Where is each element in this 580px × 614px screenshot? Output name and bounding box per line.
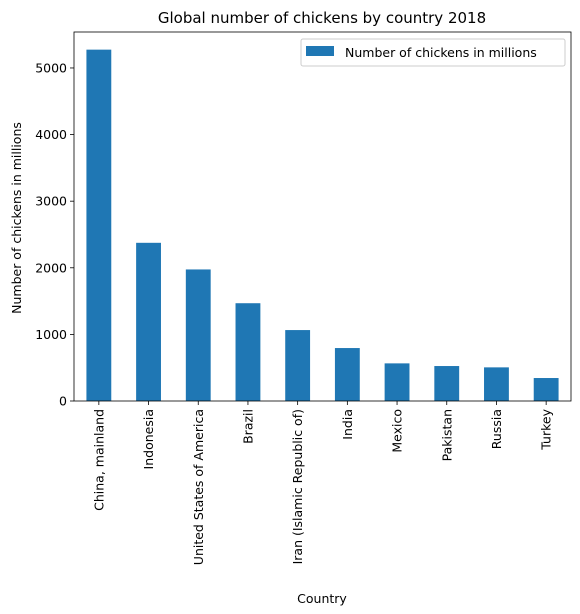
bar [484,367,509,401]
bar [136,242,161,401]
bar [533,378,559,401]
x-tick-label: Turkey [539,408,554,450]
x-tick-label: Pakistan [439,409,454,461]
x-tick-label: India [340,409,355,440]
bar [434,366,460,401]
y-tick-label: 3000 [35,194,67,209]
x-tick-label: Brazil [240,409,255,444]
x-tick-label: Mexico [390,409,405,453]
plot-area: 0 1000 2000 3000 4000 5000 China, mainland Indo… [35,31,572,565]
y-axis-label: Number of chickens in millions [9,122,24,314]
bar [235,303,261,401]
bar [334,348,360,401]
y-tick-label: 1000 [35,327,67,342]
x-tick-label: United States of America [191,409,206,565]
bar [185,269,211,401]
legend-label: Number of chickens in millions [345,45,537,60]
y-tick-label: 0 [59,394,67,409]
legend-swatch [306,46,334,56]
x-tick-label: Indonesia [141,409,156,469]
axes-frame [73,31,572,402]
y-tick-label: 4000 [35,127,67,142]
x-axis-label: Country [297,591,347,606]
chart-title: Global number of chickens by country 201… [158,9,486,27]
x-tick-label: Russia [489,409,504,449]
bar [285,330,311,401]
bar [384,363,410,401]
legend: Number of chickens in millions [300,38,566,67]
legend-box [300,38,566,67]
y-tick-label: 5000 [35,60,67,75]
bar [86,49,112,401]
y-tick-label: 2000 [35,260,67,275]
x-tick-label: Iran (Islamic Republic of) [290,409,305,564]
x-tick-label: China, mainland [91,409,106,511]
